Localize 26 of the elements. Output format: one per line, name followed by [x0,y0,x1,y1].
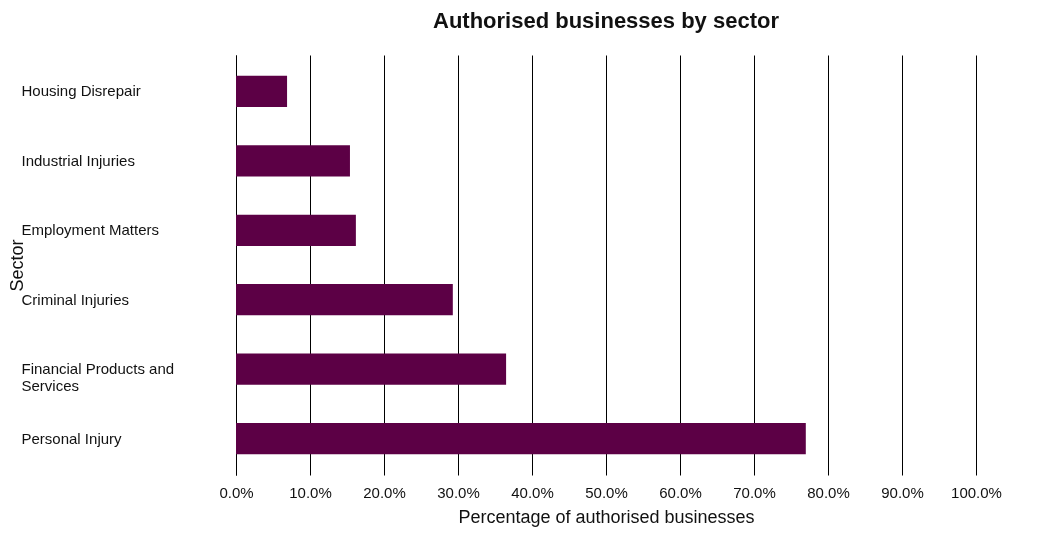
x-tick-label: 10.0% [289,483,332,501]
x-tick-label: 0.0% [219,483,254,501]
x-tick-label: 50.0% [585,483,628,501]
bar [236,214,356,246]
y-axis-title: Sector [6,239,27,292]
bar [236,422,806,455]
x-tick-label: 20.0% [363,483,406,501]
y-tick-label: Financial Products and Services [21,360,175,395]
bar [236,284,453,316]
y-tick-label: Employment Matters [21,221,160,239]
x-tick-label: 30.0% [437,483,480,501]
bar [236,145,350,177]
x-tick-label: 60.0% [659,483,702,501]
x-tick-label: 80.0% [807,483,850,501]
y-tick-label: Housing Disrepair [21,82,141,100]
y-tick-label: Criminal Injuries [21,290,130,308]
x-tick-label: 70.0% [733,483,776,501]
y-tick-label: Industrial Injuries [21,151,135,169]
x-tick-label: 100.0% [951,483,1002,501]
x-tick-label: 90.0% [881,483,924,501]
bar [236,353,507,385]
y-tick-label: Personal Injury [21,429,123,447]
x-axis-title: Percentage of authorised businesses [458,506,755,527]
x-tick-label: 40.0% [511,483,554,501]
bar [236,75,288,108]
chart-title: Authorised businesses by sector [433,8,780,33]
